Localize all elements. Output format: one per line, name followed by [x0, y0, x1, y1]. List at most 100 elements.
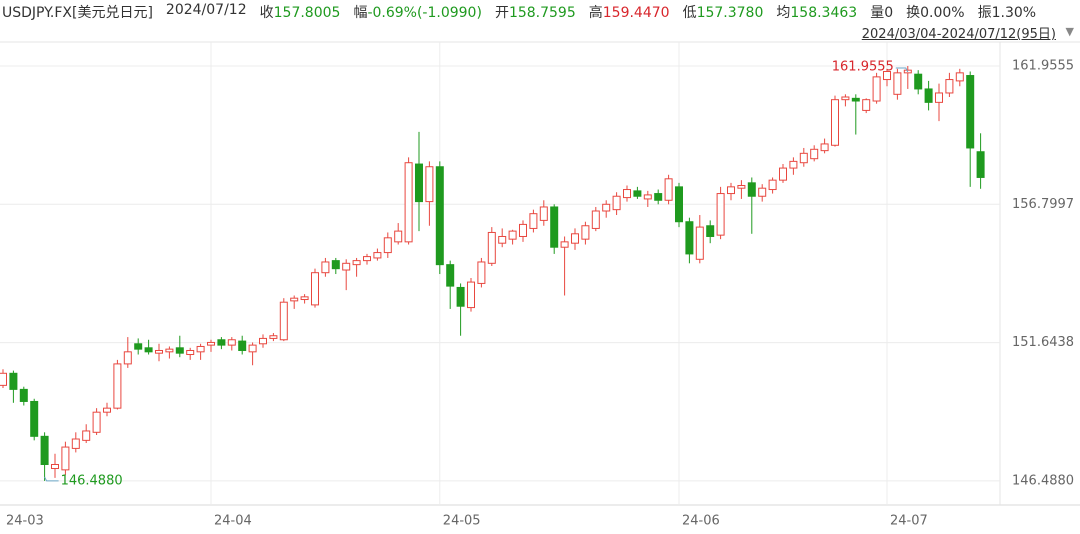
- stat-label: 均: [776, 5, 791, 21]
- candle-body: [789, 160, 798, 169]
- candle-body: [175, 347, 184, 354]
- candle-body: [623, 189, 631, 199]
- candle-body: [165, 348, 174, 353]
- date-range[interactable]: 2024/03/04-2024/07/12(95日): [861, 27, 1056, 42]
- stat-label: 开: [494, 5, 509, 21]
- candle-body: [883, 71, 891, 81]
- candle-body: [82, 430, 91, 441]
- candle-body: [51, 463, 59, 470]
- candle-body: [71, 438, 80, 449]
- stat-value: 159.4470: [602, 5, 670, 21]
- candle-body: [467, 281, 475, 309]
- symbol: USDJPY.FX[美元兑日元]: [2, 5, 153, 21]
- candle-body: [227, 339, 236, 346]
- candle-body: [259, 337, 267, 345]
- candle-body: [581, 225, 590, 240]
- stat: 振1.30%: [978, 2, 1036, 22]
- high-annotation: 161.9555: [832, 59, 894, 74]
- y-tick-label: 146.4880: [1012, 473, 1074, 488]
- candle-body: [508, 230, 517, 240]
- candle-body: [758, 187, 767, 197]
- candle-body: [633, 190, 642, 197]
- candle-body: [612, 195, 621, 211]
- candle-body: [945, 79, 954, 94]
- candle-body: [92, 411, 101, 433]
- candle-body: [831, 99, 839, 146]
- candle-body: [446, 264, 455, 287]
- candle-body: [810, 148, 819, 160]
- candle-body: [498, 235, 507, 244]
- candle-body: [820, 143, 829, 152]
- candle-body: [123, 351, 132, 365]
- candle-body: [695, 226, 704, 260]
- candle-body: [0, 372, 7, 386]
- candle-body: [207, 341, 215, 346]
- stat: 高159.4470: [589, 2, 670, 22]
- stat-value: 0.00%: [920, 5, 965, 21]
- candle-body: [841, 96, 850, 101]
- stat: 量0: [870, 2, 893, 22]
- stat-label: 幅: [353, 5, 368, 21]
- y-tick-label: 156.7997: [1012, 197, 1074, 212]
- x-tick-label: 24-07: [890, 514, 928, 529]
- low-annotation: 146.4880: [61, 473, 123, 488]
- candle-body: [321, 261, 330, 274]
- candle-body: [342, 262, 351, 271]
- candle-body: [425, 166, 434, 203]
- candle-body: [935, 92, 943, 103]
- candle-body: [519, 223, 527, 237]
- candle-body: [737, 185, 746, 189]
- candle-body: [685, 221, 694, 255]
- candle-body: [383, 237, 392, 254]
- candle-body: [435, 166, 444, 266]
- candle-body: [727, 186, 735, 195]
- candle-body: [602, 203, 611, 212]
- candle-body: [144, 347, 153, 353]
- candle-body: [862, 99, 871, 111]
- candle-body: [487, 231, 496, 264]
- stat-value: 0: [884, 5, 894, 21]
- stat-label: 量: [870, 5, 885, 21]
- candle-body: [654, 193, 663, 201]
- candle-body: [363, 256, 371, 262]
- high-pointer: [895, 67, 909, 73]
- candle-body: [643, 194, 652, 200]
- candle-body: [747, 182, 756, 197]
- candle-body: [40, 435, 49, 465]
- candle-body: [196, 345, 205, 353]
- x-tick-label: 24-03: [6, 514, 44, 529]
- candle-body: [311, 272, 319, 306]
- candle-body: [456, 286, 465, 307]
- x-tick-label: 24-06: [682, 514, 720, 529]
- candle-body: [155, 349, 163, 354]
- candle-body: [779, 167, 787, 181]
- candle-body: [955, 72, 964, 82]
- x-tick-label: 24-05: [443, 514, 481, 529]
- low-pointer: [44, 476, 59, 482]
- stat: 开158.7595: [495, 2, 576, 22]
- candle-body: [924, 88, 933, 103]
- stat-label: 收: [259, 5, 274, 21]
- stat: 均158.3463: [776, 2, 857, 22]
- y-tick-label: 161.9555: [1012, 58, 1074, 73]
- stat-label: 高: [588, 5, 603, 21]
- stat: 幅-0.69%(-1.0990): [353, 2, 482, 22]
- stat-label: 换: [906, 5, 921, 21]
- candle-body: [550, 206, 559, 248]
- y-tick-label: 151.6438: [1012, 335, 1074, 350]
- candle-body: [331, 260, 340, 270]
- candle-body: [186, 349, 195, 356]
- stat-value: 1.30%: [991, 5, 1037, 21]
- stat-value: 157.8005: [273, 5, 341, 21]
- candle-body: [976, 151, 985, 178]
- stat-value: -0.69%(-1.0990): [367, 5, 482, 21]
- candle-body: [352, 260, 361, 266]
- quote-header: USDJPY.FX[美元兑日元] 2024/07/12 收157.8005 幅-0…: [2, 2, 1036, 22]
- stat-label: 低: [682, 5, 697, 21]
- candle-body: [560, 241, 569, 248]
- stat: 换0.00%: [906, 2, 964, 22]
- range-dropdown[interactable]: ▼: [1065, 25, 1074, 38]
- candle-body: [248, 344, 257, 353]
